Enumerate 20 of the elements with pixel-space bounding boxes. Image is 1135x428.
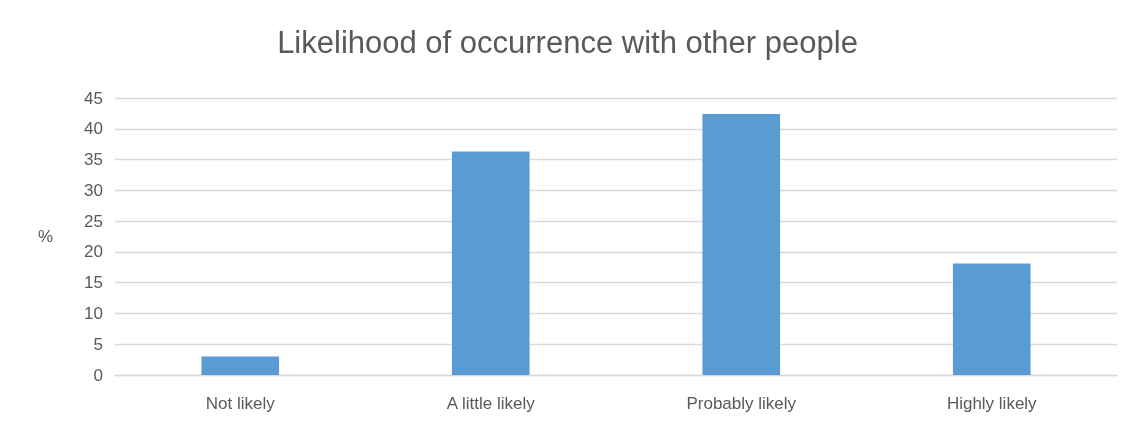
- y-tick-label: 30: [84, 180, 103, 200]
- y-axis-title: %: [37, 227, 53, 246]
- y-tick-label: 20: [84, 242, 103, 262]
- bar: [201, 356, 280, 375]
- x-tick-label: A little likely: [446, 394, 536, 413]
- y-tick-label: 45: [84, 88, 103, 108]
- y-tick-label: 0: [93, 365, 103, 385]
- bar: [702, 114, 781, 375]
- x-tick-label: Not likely: [205, 394, 276, 413]
- bar: [451, 151, 530, 375]
- y-tick-label: 35: [84, 150, 103, 170]
- bar: [952, 263, 1031, 375]
- y-tick-label: 15: [84, 273, 103, 293]
- y-tick-label: 40: [84, 119, 103, 139]
- x-tick-label: Probably likely: [686, 394, 797, 413]
- y-tick-label: 10: [84, 303, 103, 323]
- x-tick-label: Highly likely: [946, 394, 1038, 413]
- chart-title: Likelihood of occurrence with other people: [277, 25, 858, 60]
- y-tick-label: 5: [93, 334, 103, 354]
- y-tick-label: 25: [84, 211, 103, 231]
